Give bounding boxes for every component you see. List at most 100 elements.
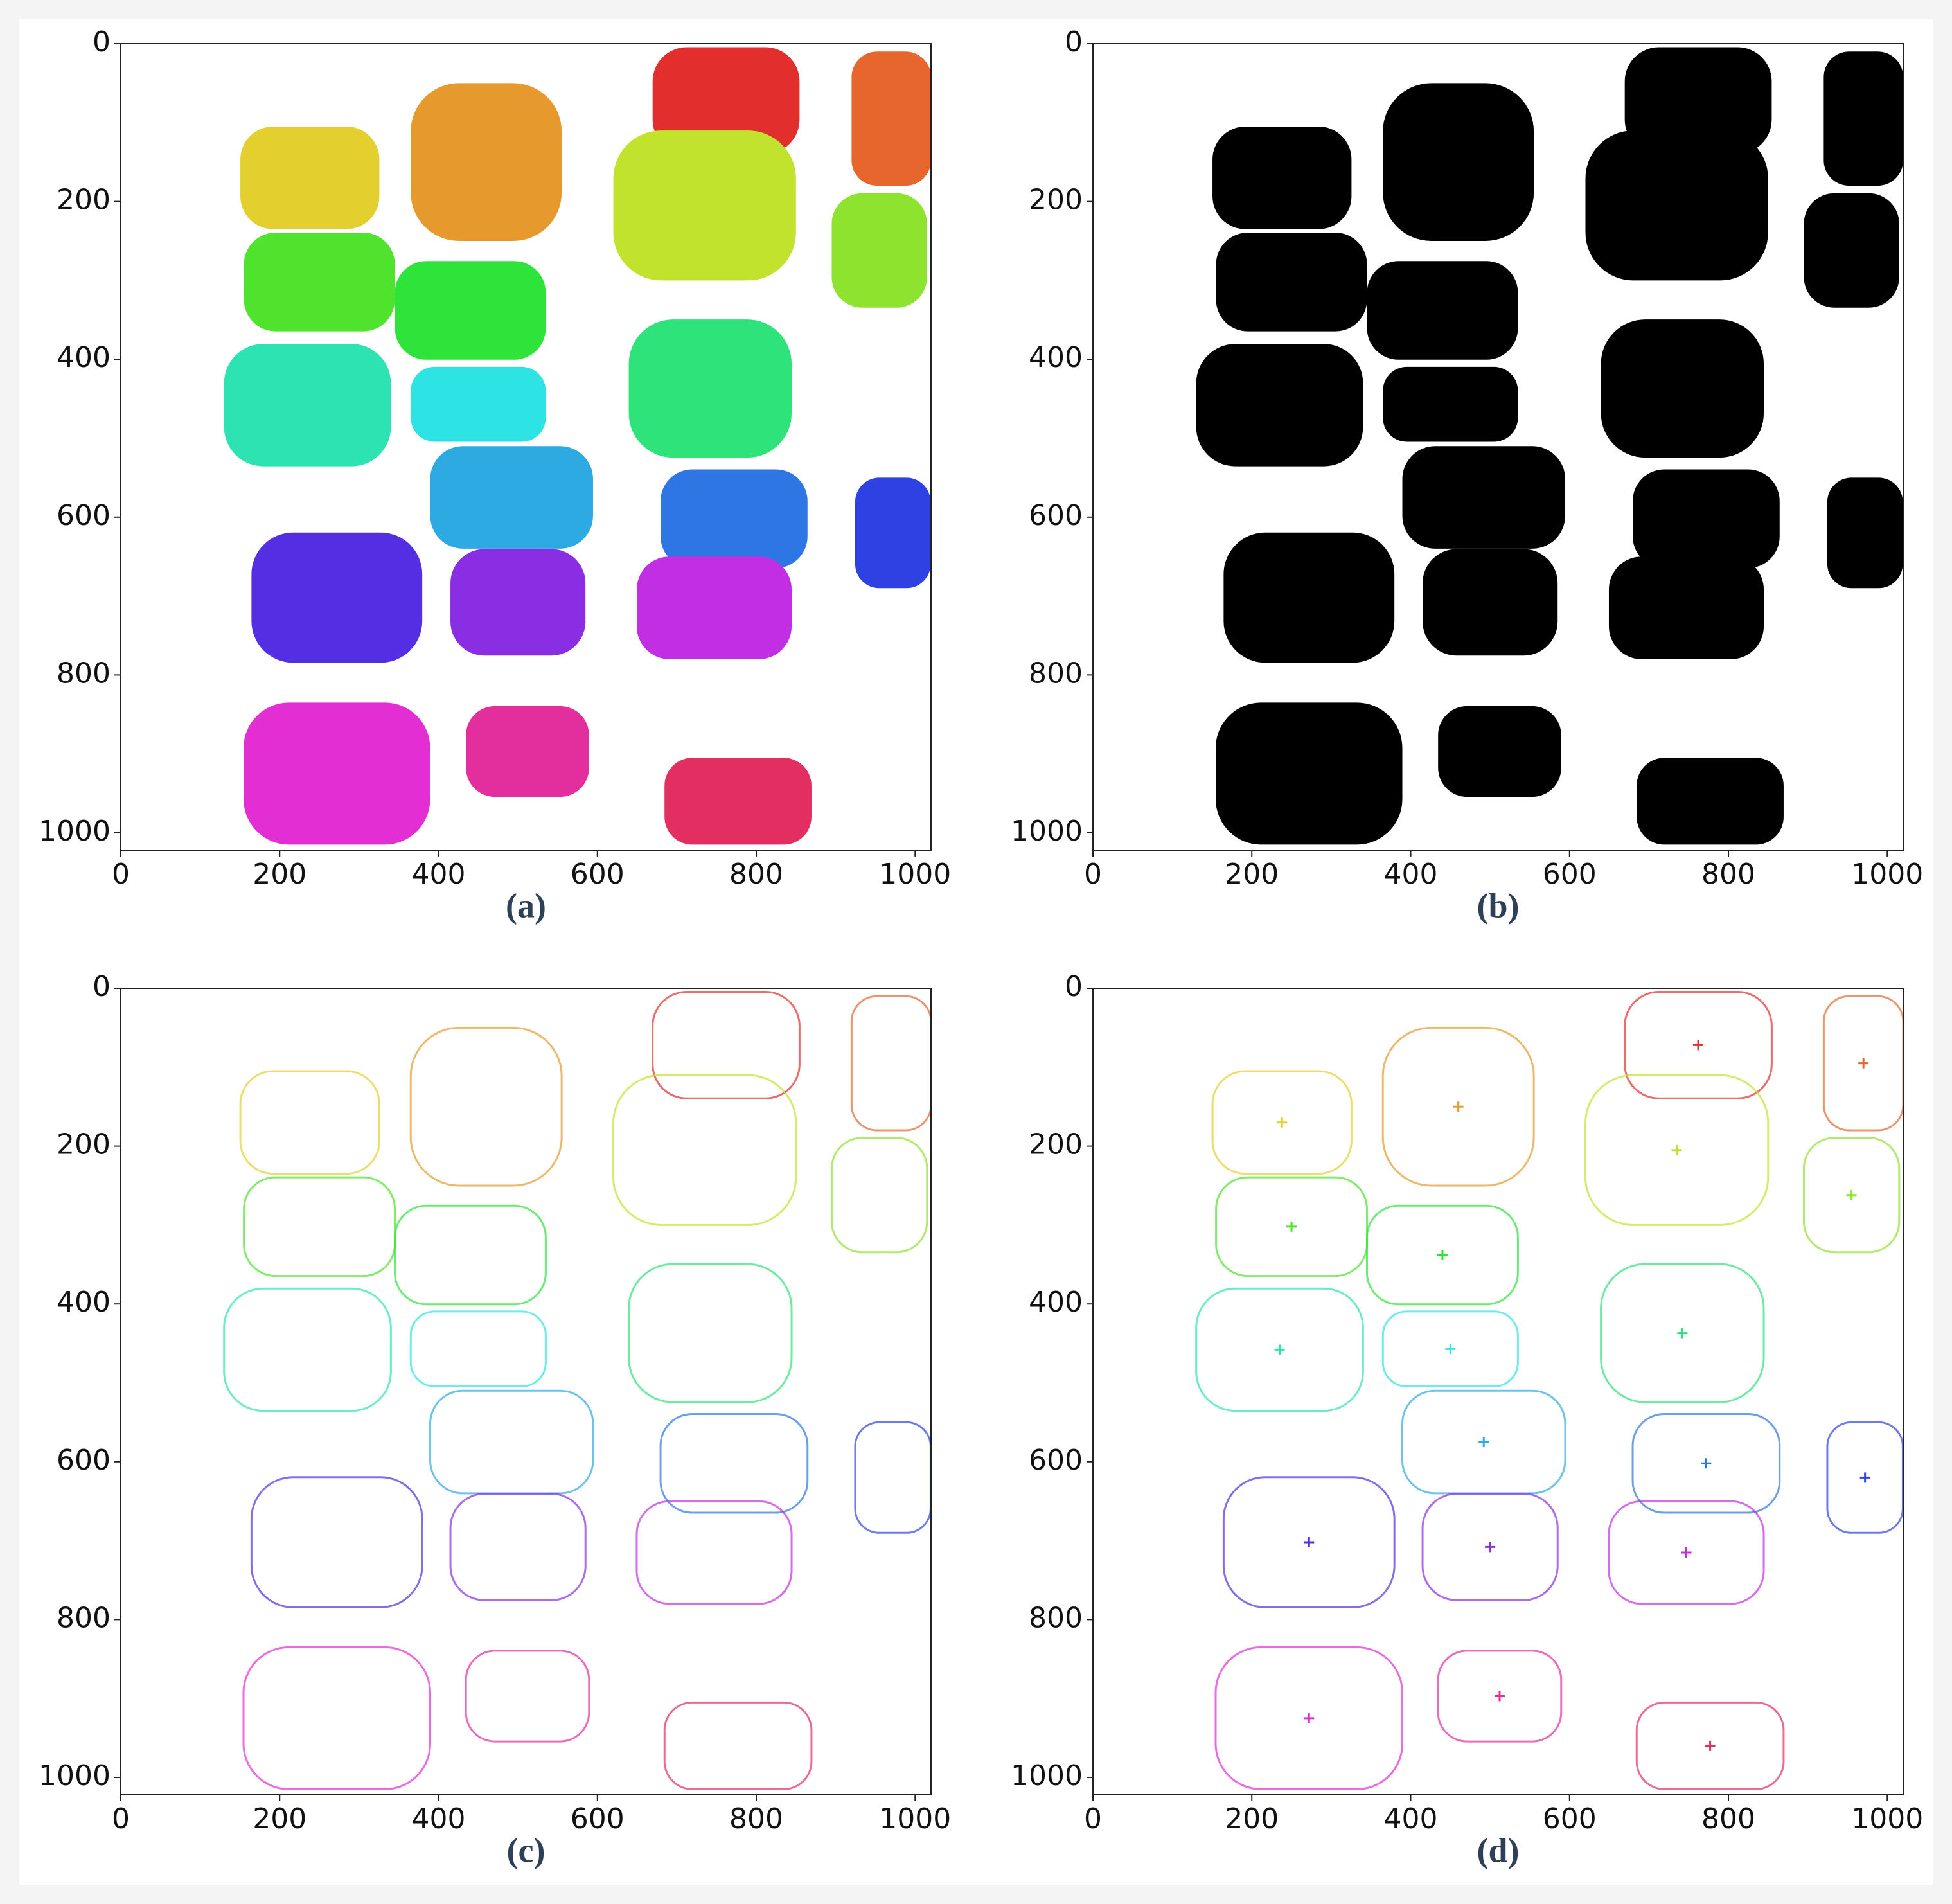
y-tick-label: 800 — [1029, 1601, 1083, 1634]
region — [1211, 1070, 1353, 1175]
region — [1635, 1701, 1785, 1790]
region — [1827, 477, 1903, 589]
centroid — [1274, 1344, 1285, 1355]
x-tick-label: 600 — [571, 858, 625, 891]
x-tick-label: 0 — [112, 858, 130, 891]
region — [1633, 469, 1780, 568]
centroid — [1681, 1547, 1692, 1558]
panel-label: (a) — [506, 886, 546, 925]
axes-frame — [1092, 43, 1904, 851]
region — [628, 319, 792, 458]
region — [465, 1650, 590, 1743]
centroid — [1671, 1144, 1682, 1155]
axes-frame — [120, 988, 932, 1795]
region — [450, 549, 586, 656]
region — [659, 1412, 809, 1514]
region — [664, 758, 812, 845]
y-tick-label: 0 — [1065, 26, 1083, 58]
region — [250, 1476, 423, 1608]
x-tick-label: 200 — [1225, 858, 1279, 891]
region — [244, 233, 395, 332]
y-tick-label: 0 — [1065, 970, 1083, 1003]
x-tick-label: 1000 — [879, 858, 951, 891]
region — [1366, 1204, 1519, 1306]
y-tick-label: 800 — [57, 1601, 111, 1634]
y-tick-label: 0 — [93, 26, 111, 58]
x-tick-label: 1000 — [1851, 1802, 1923, 1835]
panel-label: (c) — [507, 1831, 546, 1869]
centroid — [1437, 1250, 1448, 1261]
panel-label: (b) — [1477, 886, 1520, 925]
y-tick-label: 1000 — [39, 815, 111, 848]
region — [636, 556, 792, 659]
x-tick-label: 1000 — [879, 1802, 951, 1835]
x-tick-label: 0 — [112, 1802, 130, 1835]
region — [1804, 193, 1899, 308]
x-tick-label: 200 — [1225, 1802, 1279, 1835]
x-tick-label: 400 — [1384, 858, 1438, 891]
region — [1223, 532, 1395, 663]
region — [1381, 1026, 1535, 1187]
y-tick-label: 1000 — [39, 1759, 111, 1792]
centroid — [1705, 1740, 1716, 1751]
region — [224, 344, 391, 467]
region — [1196, 344, 1363, 467]
y-tick-label: 400 — [1029, 341, 1083, 374]
centroid — [1304, 1537, 1315, 1548]
centroid — [1846, 1189, 1857, 1200]
region — [409, 1026, 563, 1187]
region — [395, 261, 546, 360]
centroid — [1701, 1458, 1712, 1469]
region — [1601, 319, 1764, 458]
x-tick-label: 200 — [253, 858, 306, 891]
region — [652, 991, 801, 1099]
region — [830, 1137, 928, 1254]
y-tick-label: 600 — [57, 499, 111, 532]
region — [239, 1070, 380, 1175]
region — [1383, 366, 1518, 442]
y-tick-label: 600 — [57, 1444, 111, 1477]
region — [663, 1701, 813, 1790]
region — [1600, 1263, 1765, 1403]
y-tick-label: 200 — [1029, 184, 1083, 217]
region — [1822, 995, 1903, 1132]
region — [1222, 1476, 1396, 1608]
region — [831, 193, 927, 308]
region — [1381, 1310, 1519, 1388]
x-tick-label: 800 — [729, 1802, 783, 1835]
region — [251, 532, 423, 663]
centroid — [1693, 1040, 1704, 1051]
y-tick-label: 200 — [1029, 1128, 1083, 1161]
region — [613, 130, 796, 281]
region — [652, 47, 800, 154]
region — [1216, 702, 1403, 845]
region — [244, 702, 430, 845]
region — [1212, 126, 1352, 229]
centroid — [1494, 1691, 1505, 1702]
x-tick-label: 0 — [1084, 858, 1102, 891]
region — [449, 1493, 587, 1601]
y-tick-label: 800 — [1029, 657, 1083, 690]
x-tick-label: 600 — [571, 1802, 625, 1835]
region — [1631, 1412, 1781, 1514]
region — [1437, 1650, 1563, 1743]
y-tick-label: 200 — [57, 184, 111, 217]
region — [851, 51, 931, 186]
centroid — [1485, 1542, 1496, 1553]
axes-frame — [1092, 988, 1904, 1795]
x-tick-label: 400 — [412, 1802, 466, 1835]
region — [1383, 83, 1534, 241]
x-tick-label: 600 — [1543, 858, 1597, 891]
y-tick-label: 800 — [57, 657, 111, 690]
region — [242, 1646, 432, 1790]
region — [1608, 1500, 1765, 1605]
region — [850, 995, 931, 1132]
y-tick-label: 0 — [93, 970, 111, 1003]
region — [243, 1176, 396, 1277]
region — [240, 126, 380, 229]
